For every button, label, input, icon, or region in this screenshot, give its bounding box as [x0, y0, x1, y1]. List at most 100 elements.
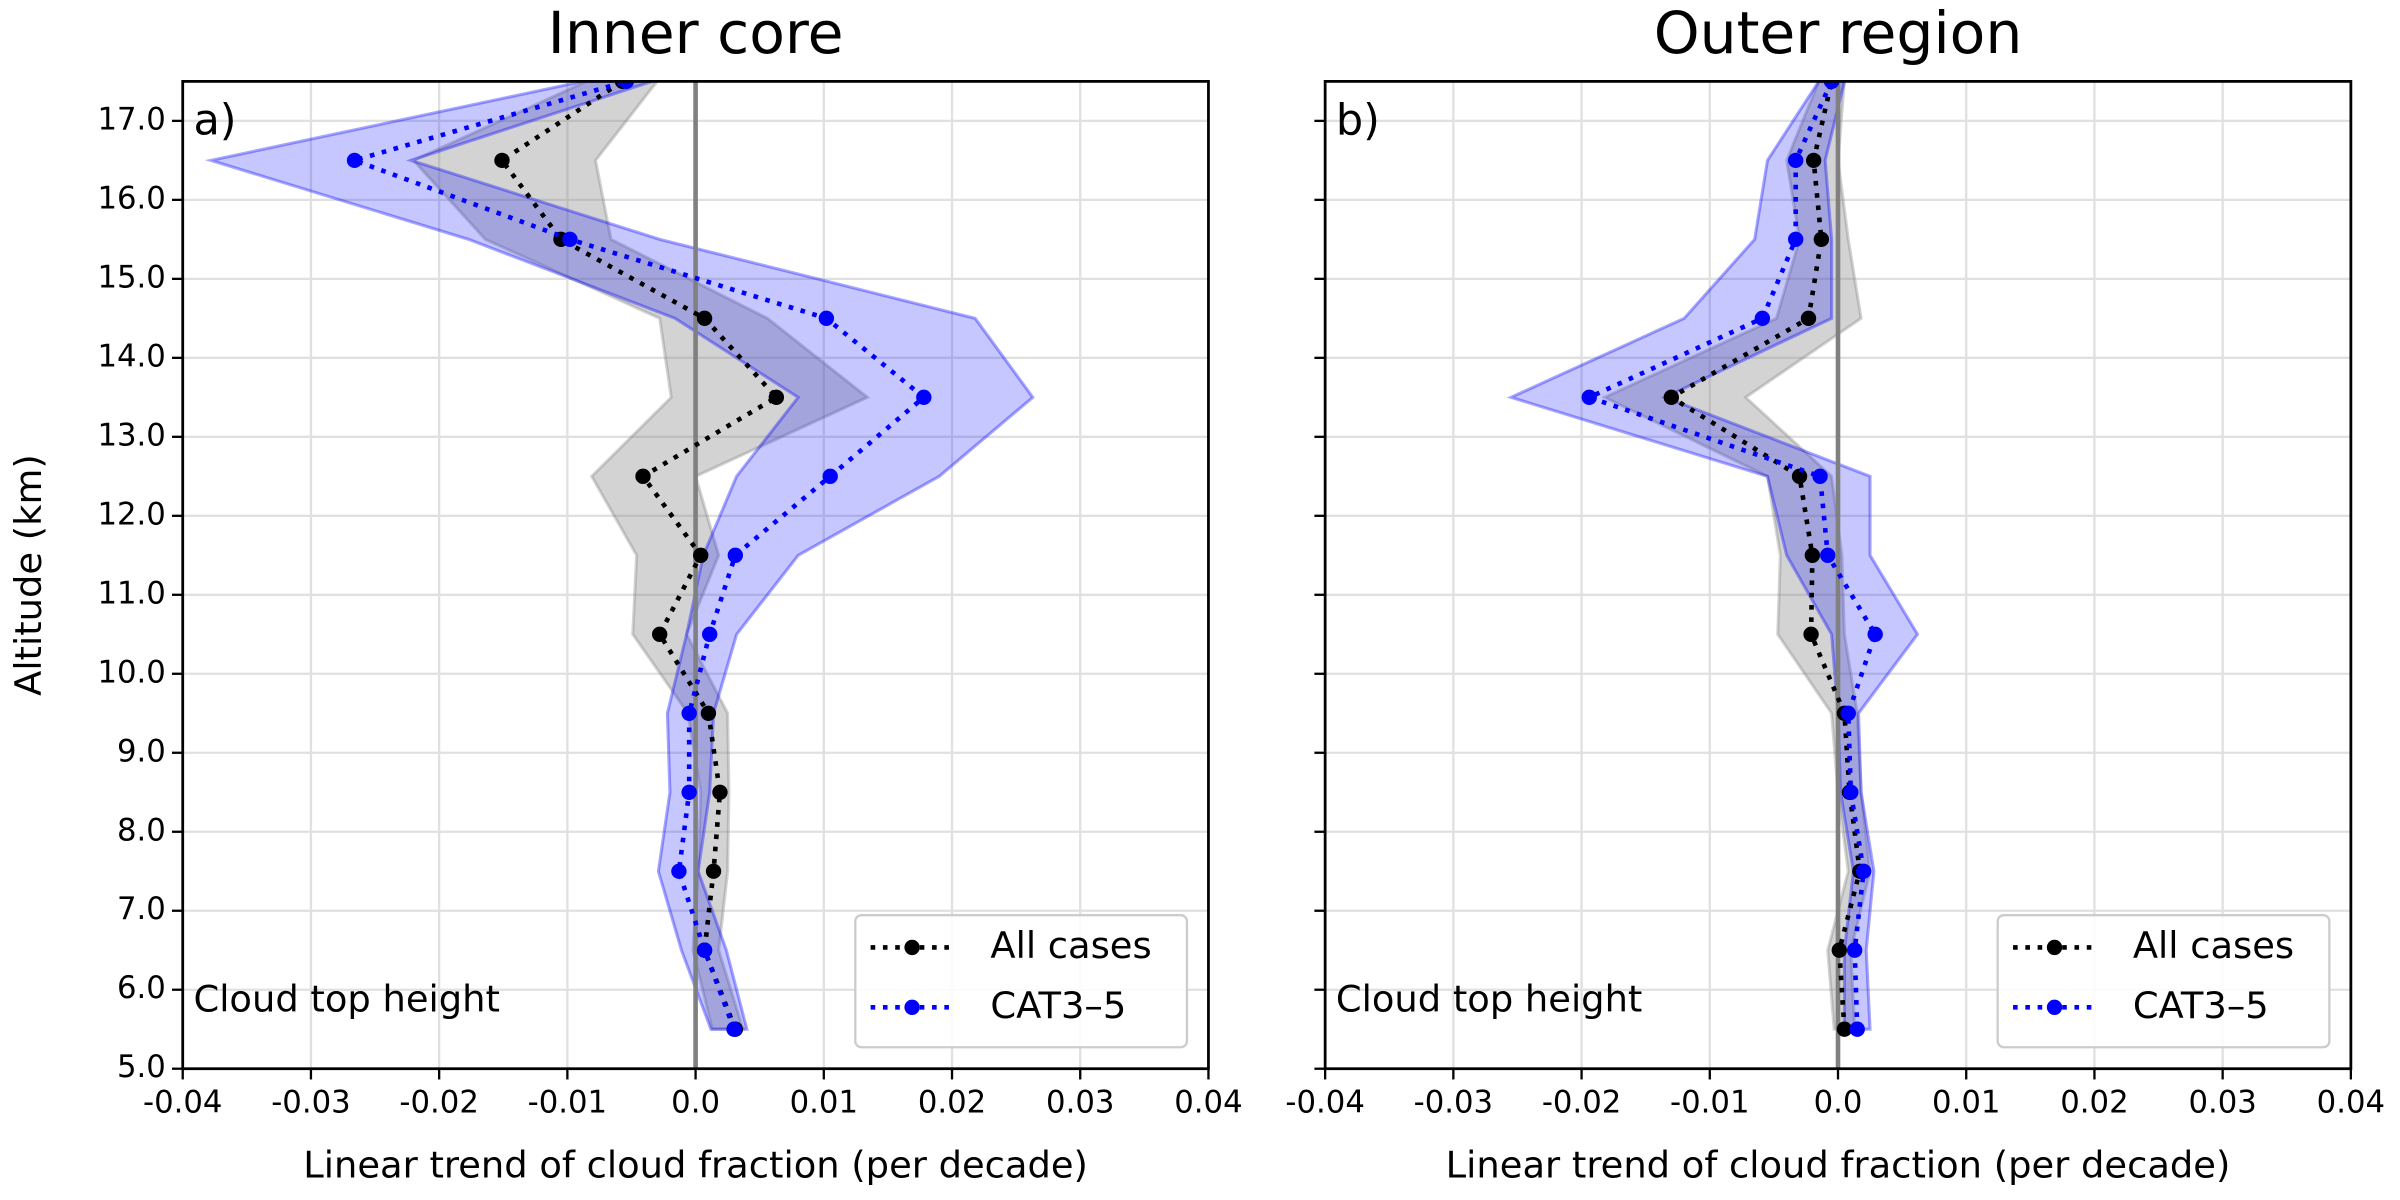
data-point	[1788, 152, 1804, 169]
plot-area	[1325, 81, 2351, 1069]
y-axis-label: Altitude (km)	[7, 454, 50, 696]
x-tick-label: -0.02	[1542, 1085, 1621, 1121]
data-point	[1843, 784, 1859, 800]
x-tick-label: -0.02	[399, 1085, 478, 1121]
data-point	[1846, 942, 1863, 958]
x-tick-label: 0.03	[2188, 1085, 2256, 1121]
plot-frame	[181, 80, 1210, 1071]
data-point	[671, 863, 687, 879]
x-tick-label: 0.04	[2317, 1085, 2385, 1121]
data-point	[1581, 389, 1597, 406]
chart-title: Outer region	[1654, 0, 2023, 67]
data-point	[768, 389, 785, 406]
data-point	[916, 389, 932, 406]
chart-title: Inner core	[548, 0, 844, 67]
y-tick-label: 13.0	[97, 417, 165, 453]
data-point	[727, 547, 744, 563]
plot-area	[182, 81, 1209, 1069]
y-tick-label: 14.0	[97, 338, 165, 374]
data-point	[681, 705, 697, 721]
legend-label: All cases	[990, 924, 1151, 967]
x-tick-label: 0.03	[1046, 1085, 1114, 1121]
annotation: Cloud top height	[193, 978, 499, 1021]
uncertainty-band	[204, 81, 1035, 1031]
y-tick-label: 5.0	[117, 1049, 166, 1085]
legend-marker	[2046, 939, 2063, 956]
y-tick-label: 17.0	[97, 101, 165, 137]
data-point	[1831, 942, 1847, 958]
data-point	[562, 231, 578, 248]
data-point	[1820, 547, 1836, 563]
data-point	[822, 468, 838, 484]
data-point	[726, 1021, 742, 1037]
data-point	[346, 152, 363, 169]
x-tick-label: 0.0	[1814, 1085, 1863, 1121]
x-tick-label: 0.04	[1174, 1085, 1242, 1121]
data-point	[1791, 468, 1808, 484]
data-point	[693, 547, 709, 563]
data-point	[1800, 310, 1817, 327]
data-point	[618, 81, 635, 90]
panel-label: a)	[193, 95, 236, 145]
data-point	[681, 784, 697, 800]
legend-label: CAT3–5	[990, 984, 1126, 1027]
x-tick-label: 0.02	[918, 1085, 986, 1121]
plot-frame	[1323, 80, 2353, 1071]
data-point	[1823, 81, 1840, 90]
data-point	[1812, 468, 1828, 484]
data-point	[700, 705, 717, 721]
x-tick-label: -0.01	[1670, 1085, 1749, 1121]
data-point	[1754, 310, 1771, 327]
y-tick-label: 15.0	[97, 259, 165, 295]
data-point	[1788, 231, 1804, 248]
x-tick-label: 0.02	[2060, 1085, 2128, 1121]
legend-marker	[2046, 999, 2063, 1015]
x-axis-label: Linear trend of cloud fraction (per deca…	[303, 1143, 1088, 1186]
data-point	[705, 863, 722, 879]
data-point	[1836, 1021, 1853, 1037]
y-tick-label: 10.0	[97, 654, 165, 690]
data-point	[696, 310, 713, 327]
y-tick-label: 12.0	[97, 496, 165, 532]
uncertainty-band	[1506, 81, 1920, 1031]
data-point	[818, 310, 835, 327]
x-tick-label: 0.01	[1932, 1085, 2000, 1121]
legend-box	[1996, 914, 2331, 1049]
x-tick-label: -0.04	[1285, 1085, 1364, 1121]
legend-label: All cases	[2133, 924, 2294, 967]
y-tick-label: 8.0	[117, 812, 166, 848]
data-point	[1663, 389, 1680, 406]
data-point	[702, 626, 718, 642]
data-point	[494, 152, 510, 169]
legend-marker	[904, 939, 920, 956]
y-tick-label: 6.0	[117, 970, 166, 1006]
legend-box	[854, 914, 1189, 1049]
data-point	[1804, 547, 1821, 563]
x-tick-label: 0.01	[790, 1085, 858, 1121]
data-point	[696, 942, 713, 958]
x-tick-label: 0.0	[671, 1085, 720, 1121]
y-tick-label: 16.0	[97, 180, 165, 216]
x-tick-label: -0.03	[1414, 1085, 1493, 1121]
legend-marker	[904, 999, 920, 1015]
data-point	[635, 468, 651, 484]
data-point	[1813, 231, 1830, 248]
x-tick-label: -0.01	[528, 1085, 607, 1121]
data-point	[652, 626, 668, 642]
data-point	[712, 784, 728, 800]
y-tick-label: 9.0	[117, 733, 166, 769]
panel-label: b)	[1336, 95, 1380, 145]
data-point	[1803, 626, 1819, 642]
x-axis-label: Linear trend of cloud fraction (per deca…	[1446, 1143, 2231, 1186]
data-point	[1855, 863, 1872, 879]
data-point	[1849, 1021, 1865, 1037]
y-tick-label: 7.0	[117, 891, 166, 927]
x-tick-label: -0.04	[143, 1085, 222, 1121]
uncertainty-band	[410, 81, 871, 1031]
legend-label: CAT3–5	[2133, 984, 2269, 1027]
data-point	[1867, 626, 1883, 642]
data-point	[1840, 705, 1856, 721]
x-tick-label: -0.03	[271, 1085, 350, 1121]
annotation: Cloud top height	[1336, 978, 1642, 1021]
